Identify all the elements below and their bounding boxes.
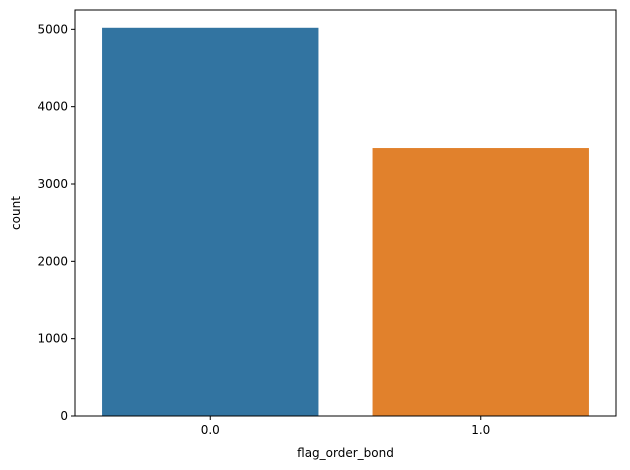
bar-0.0 (102, 27, 319, 416)
y-tick-label: 4000 (37, 100, 68, 114)
y-axis-ticks: 0 1000 2000 3000 4000 5000 (37, 22, 75, 423)
y-tick-label: 2000 (37, 254, 68, 268)
x-tick-label: 1.0 (471, 423, 490, 437)
x-axis-ticks: 0.0 1.0 (201, 416, 490, 437)
y-tick-label: 1000 (37, 332, 68, 346)
y-tick-label: 3000 (37, 177, 68, 191)
y-tick-label: 0 (60, 409, 68, 423)
x-tick-label: 0.0 (201, 423, 220, 437)
bar-1.0 (372, 148, 589, 417)
x-axis-label: flag_order_bond (297, 446, 394, 460)
y-axis-label: count (9, 196, 23, 230)
plot-frame (74, 9, 617, 417)
bars-group (102, 27, 589, 417)
y-tick-label: 5000 (37, 22, 68, 36)
